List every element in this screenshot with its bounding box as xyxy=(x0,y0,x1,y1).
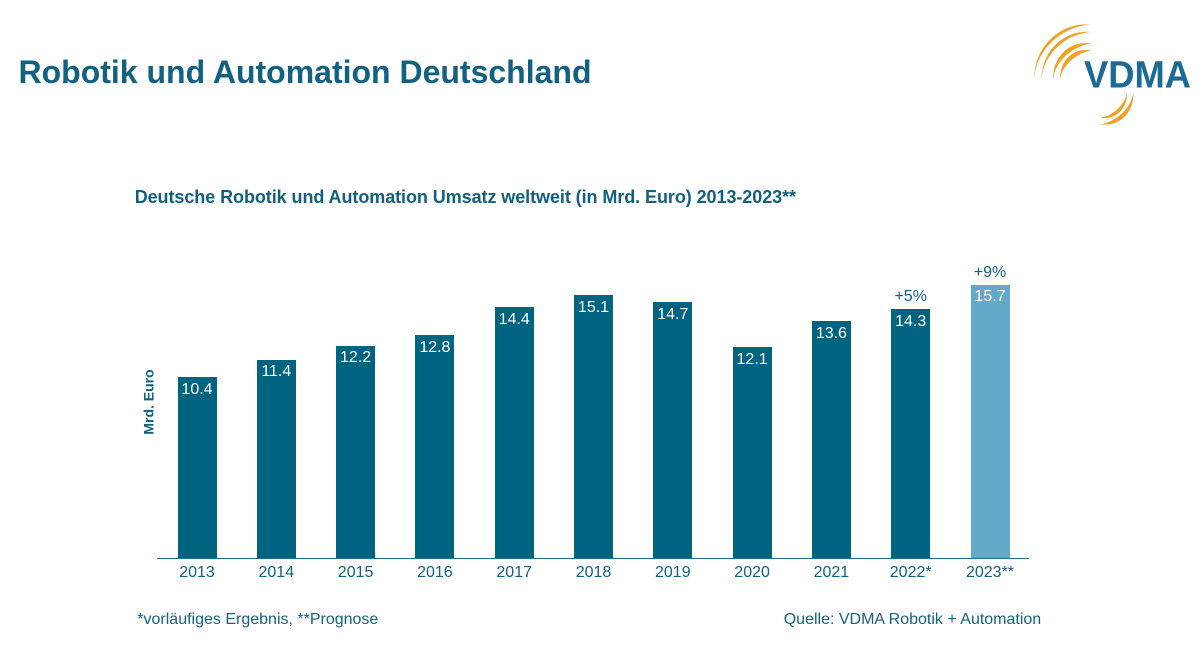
bar-value-label: 14.4 xyxy=(498,310,530,328)
bar-value-label: 14.3 xyxy=(895,312,927,330)
chart-title: Deutsche Robotik und Automation Umsatz w… xyxy=(134,186,796,207)
bar-annotation: +5% xyxy=(894,288,927,306)
bar-value-label: 15.1 xyxy=(577,298,610,316)
x-tick-label: 2019 xyxy=(655,563,691,581)
bar-2019 xyxy=(653,302,693,558)
page-title: Robotik und Automation Deutschland xyxy=(18,53,592,90)
bar-2015 xyxy=(336,345,376,558)
x-tick-label: 2022* xyxy=(889,563,932,581)
x-axis-line xyxy=(157,557,1029,559)
bar-value-label: 12.8 xyxy=(419,338,451,356)
bar-value-label: 12.1 xyxy=(736,350,768,368)
bar-value-label: 13.6 xyxy=(815,324,847,342)
y-axis-title: Mrd. Euro xyxy=(140,368,157,435)
vdma-logo: VDMA xyxy=(1034,24,1191,125)
bar-2014 xyxy=(256,359,296,558)
bar-value-label: 12.2 xyxy=(340,349,372,367)
x-tick-label: 2016 xyxy=(417,563,453,581)
bar-2023** xyxy=(970,284,1010,558)
bar-annotation: +9% xyxy=(973,263,1007,281)
x-tick-label: 2014 xyxy=(258,563,295,581)
source-note: Quelle: VDMA Robotik + Automation xyxy=(783,610,1042,628)
bar-value-label: 14.7 xyxy=(657,305,689,323)
bar-2016 xyxy=(415,335,455,558)
x-tick-label: 2020 xyxy=(734,563,770,581)
bar-value-label: 11.4 xyxy=(261,363,292,381)
bar-value-label: 10.4 xyxy=(181,380,213,398)
bar-2020 xyxy=(732,347,772,558)
bar-2017 xyxy=(494,307,534,558)
x-tick-label: 2023** xyxy=(965,563,1015,581)
x-tick-label: 2015 xyxy=(337,563,374,581)
bar-value-label: 15.7 xyxy=(974,288,1006,306)
x-tick-label: 2021 xyxy=(813,563,850,581)
x-tick-label: 2017 xyxy=(496,563,532,581)
footnote: *vorläufiges Ergebnis, **Prognose xyxy=(137,610,379,628)
x-tick-label: 2013 xyxy=(179,563,215,581)
bar-2013 xyxy=(177,377,217,558)
x-tick-label: 2018 xyxy=(575,563,612,581)
bar-2018 xyxy=(574,295,613,558)
vdma-logo-text: VDMA xyxy=(1084,55,1191,97)
bar-2021 xyxy=(811,321,851,558)
logo-swoosh-arcs xyxy=(1034,24,1134,125)
bar-2022* xyxy=(891,309,931,558)
